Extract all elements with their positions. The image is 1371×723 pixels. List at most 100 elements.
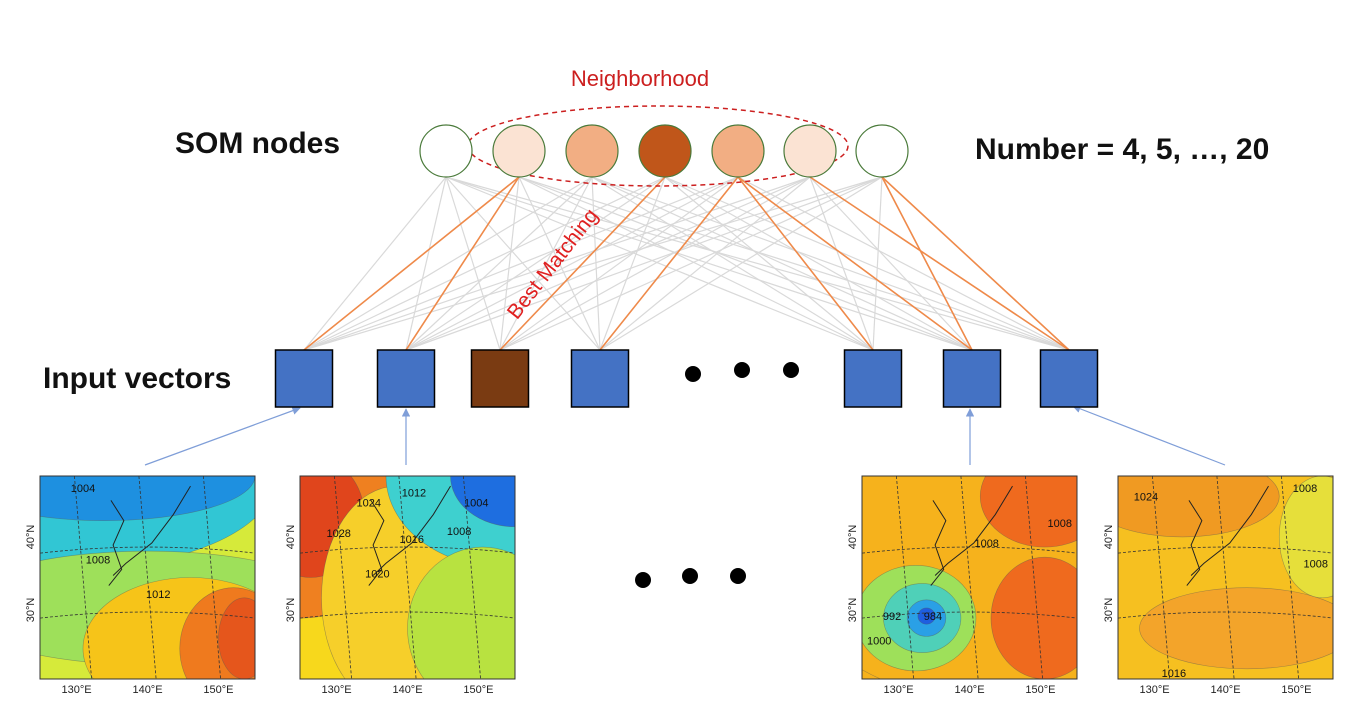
orange-link	[405, 176, 520, 351]
coastline	[108, 485, 191, 586]
ellipsis-dot	[635, 572, 651, 588]
orange-link	[599, 176, 739, 351]
map-border	[861, 475, 1078, 680]
isobar-label: 1008	[1293, 483, 1317, 495]
som-node	[638, 124, 692, 178]
coastline	[368, 485, 451, 586]
ellipsis-dot	[730, 568, 746, 584]
gray-link	[591, 176, 1070, 351]
isobar-label: 984	[924, 611, 942, 623]
pressure-contour-region	[407, 546, 515, 679]
isobar-label: 1008	[974, 538, 998, 550]
gray-link	[518, 176, 1070, 351]
gray-link	[303, 176, 883, 351]
gray-link	[405, 176, 739, 351]
map-plot: 1028 1024 1012 1016 1020 1004 1008	[300, 476, 515, 679]
gray-link	[499, 176, 520, 351]
gray-link	[303, 176, 811, 351]
gray-link	[499, 176, 811, 351]
som-node-row	[419, 124, 909, 178]
latitude-tick: 30°N	[847, 598, 859, 623]
isobar-label: 1016	[1162, 668, 1186, 680]
ellipsis-dot	[685, 366, 701, 382]
som-nodes-label: SOM nodes	[175, 127, 341, 160]
input-vector	[1039, 349, 1099, 408]
longitude-tick: 140°E	[132, 684, 162, 696]
gray-link	[445, 176, 601, 351]
longitude-tick: 150°E	[463, 684, 493, 696]
latitude-line	[40, 546, 255, 554]
best-matching-label: Best Matching	[503, 204, 603, 323]
orange-link	[303, 176, 520, 351]
latitude-line	[1118, 546, 1333, 554]
input-vector	[942, 349, 1002, 408]
longitude-line	[960, 476, 979, 679]
isobar-label: 992	[883, 611, 901, 623]
ellipsis-maps	[635, 568, 746, 588]
som-node	[565, 124, 619, 178]
map-arrow	[144, 406, 301, 466]
orange-link	[499, 176, 666, 351]
longitude-line	[1152, 476, 1170, 679]
isobar-label: 1024	[1134, 491, 1158, 503]
longitude-line	[398, 476, 417, 679]
orange-links	[303, 176, 1070, 351]
som-node	[855, 124, 909, 178]
best-matching-input-vector	[470, 349, 530, 408]
orange-link	[881, 176, 973, 351]
gray-link	[809, 176, 973, 351]
number-label: Number = 4, 5, …, 20	[975, 133, 1270, 166]
latitude-tick: 30°N	[285, 598, 297, 623]
gray-link	[445, 176, 973, 351]
pressure-contour-region	[218, 597, 255, 679]
longitude-tick: 130°E	[322, 684, 352, 696]
gray-link	[599, 176, 811, 351]
isobar-label: 1012	[402, 487, 426, 499]
gray-link	[518, 176, 973, 351]
ellipsis-dot	[734, 362, 750, 378]
pressure-contour-region	[1118, 476, 1280, 538]
neighborhood-label: Neighborhood	[571, 66, 709, 91]
pressure-contour-region	[917, 607, 936, 625]
orange-link	[737, 176, 874, 351]
longitude-line	[74, 476, 92, 679]
gray-link	[445, 176, 874, 351]
map-border	[299, 475, 516, 680]
som-node	[711, 124, 765, 178]
coastline	[1186, 485, 1269, 586]
gray-link	[664, 176, 874, 351]
longitude-line	[896, 476, 914, 679]
map-plot: 1024 1008 1008 1016	[1118, 476, 1333, 680]
longitude-tick: 130°E	[884, 684, 914, 696]
gray-link	[599, 176, 666, 351]
isobar-label: 1008	[86, 554, 110, 566]
orange-link	[737, 176, 973, 351]
isobar-label: 1020	[365, 569, 389, 581]
gray-link	[405, 176, 883, 351]
orange-link	[809, 176, 1070, 351]
latitude-line	[40, 611, 255, 619]
gray-link	[445, 176, 501, 351]
som-node	[419, 124, 473, 178]
isobar-label: 1012	[146, 589, 170, 601]
pressure-contour-region	[450, 476, 515, 528]
gray-link	[405, 176, 666, 351]
longitude-line	[1281, 476, 1299, 679]
input-vector-row	[274, 349, 1099, 408]
isobar-label: 1008	[447, 526, 471, 538]
gray-link	[499, 176, 739, 351]
longitude-line	[334, 476, 352, 679]
gray-link	[664, 176, 1070, 351]
gray-link	[303, 176, 447, 351]
gray-link	[499, 176, 883, 351]
longitude-tick: 150°E	[1025, 684, 1055, 696]
gray-link	[591, 176, 973, 351]
gray-link	[664, 176, 973, 351]
longitude-tick: 150°E	[1281, 684, 1311, 696]
latitude-line	[300, 611, 515, 619]
isobar-label: 1016	[400, 534, 424, 546]
input-vector	[843, 349, 903, 408]
